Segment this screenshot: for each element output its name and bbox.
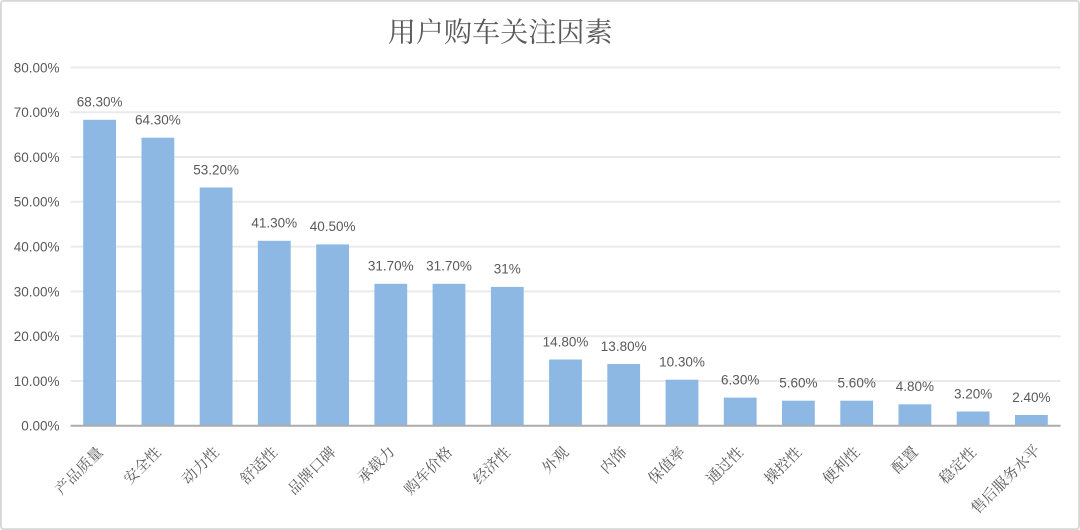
- svg-text:6.30%: 6.30%: [721, 372, 759, 387]
- svg-text:3.20%: 3.20%: [954, 386, 992, 401]
- svg-text:31.70%: 31.70%: [368, 259, 414, 274]
- svg-text:50.00%: 50.00%: [14, 195, 60, 210]
- svg-text:60.00%: 60.00%: [14, 150, 60, 165]
- svg-text:80.00%: 80.00%: [14, 60, 60, 75]
- svg-text:14.80%: 14.80%: [543, 334, 589, 349]
- svg-text:40.50%: 40.50%: [310, 219, 356, 234]
- svg-text:41.30%: 41.30%: [251, 216, 297, 231]
- svg-text:10.30%: 10.30%: [659, 355, 705, 370]
- svg-text:0.00%: 0.00%: [21, 419, 59, 434]
- svg-text:20.00%: 20.00%: [14, 329, 60, 344]
- svg-text:30.00%: 30.00%: [14, 284, 60, 299]
- svg-text:13.80%: 13.80%: [601, 339, 647, 354]
- svg-text:68.30%: 68.30%: [77, 95, 123, 110]
- svg-text:31.70%: 31.70%: [426, 259, 472, 274]
- svg-text:4.80%: 4.80%: [896, 379, 934, 394]
- svg-text:10.00%: 10.00%: [14, 374, 60, 389]
- svg-text:64.30%: 64.30%: [135, 113, 181, 128]
- svg-text:53.20%: 53.20%: [193, 162, 239, 177]
- svg-text:5.60%: 5.60%: [838, 376, 876, 391]
- svg-text:2.40%: 2.40%: [1012, 390, 1050, 405]
- svg-text:31%: 31%: [494, 262, 521, 277]
- svg-text:40.00%: 40.00%: [14, 240, 60, 255]
- svg-text:70.00%: 70.00%: [14, 105, 60, 120]
- svg-text:5.60%: 5.60%: [779, 376, 817, 391]
